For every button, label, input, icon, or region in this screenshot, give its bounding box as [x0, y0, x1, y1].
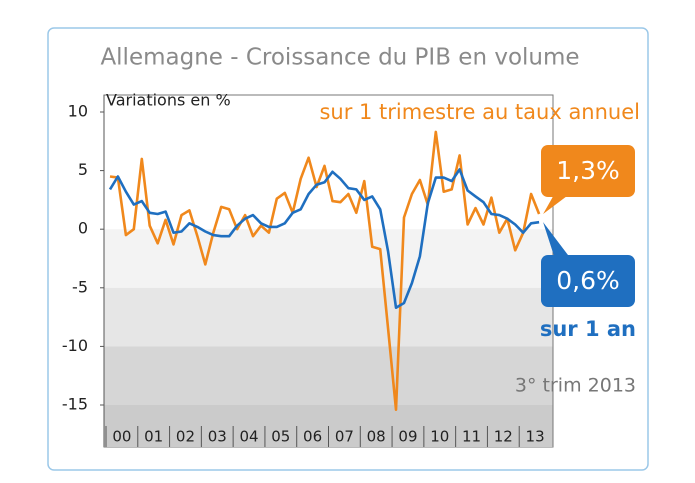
x-tick-label: 00	[112, 428, 131, 446]
y-tick-label: 0	[78, 219, 88, 238]
x-tick-label: 03	[208, 428, 227, 446]
y-tick-label: 5	[78, 160, 88, 179]
series-line	[109, 130, 541, 411]
x-tick-label: 09	[398, 428, 417, 446]
label-pointer	[543, 193, 571, 214]
x-tick-label: 05	[271, 428, 290, 446]
x-tick-label: 12	[494, 428, 513, 446]
y-axis-label: Variations en %	[106, 91, 231, 110]
series-line	[108, 168, 540, 309]
legend-label: sur 1 an	[540, 317, 636, 341]
x-tick-label: 10	[430, 428, 449, 446]
chart-title: Allemagne - Croissance du PIB en volume	[100, 45, 579, 71]
y-tick-label: -10	[62, 336, 88, 355]
legend-label: sur 1 trimestre au taux annuel	[319, 100, 640, 124]
label-box	[541, 255, 635, 307]
data-label: 0,6%	[556, 266, 620, 295]
label-pointer	[543, 222, 571, 259]
x-tick-label: 02	[176, 428, 195, 446]
x-tick-label: 11	[462, 428, 481, 446]
annotation: 3° trim 2013	[515, 375, 636, 397]
data-label: 1,3%	[556, 156, 620, 185]
y-tick-label: -5	[72, 277, 88, 296]
x-tick-label: 06	[303, 428, 322, 446]
x-tick-label: 08	[367, 428, 386, 446]
y-tick-label: -15	[62, 395, 88, 414]
label-box	[541, 145, 635, 197]
x-tick-label: 13	[526, 428, 545, 446]
band	[104, 229, 553, 288]
x-tick-label: 01	[144, 428, 163, 446]
x-tick-label: 07	[335, 428, 354, 446]
y-tick-label: 10	[68, 102, 88, 121]
band	[104, 346, 553, 405]
band	[104, 287, 553, 347]
x-tick-label: 04	[239, 428, 258, 446]
plot	[103, 94, 554, 448]
